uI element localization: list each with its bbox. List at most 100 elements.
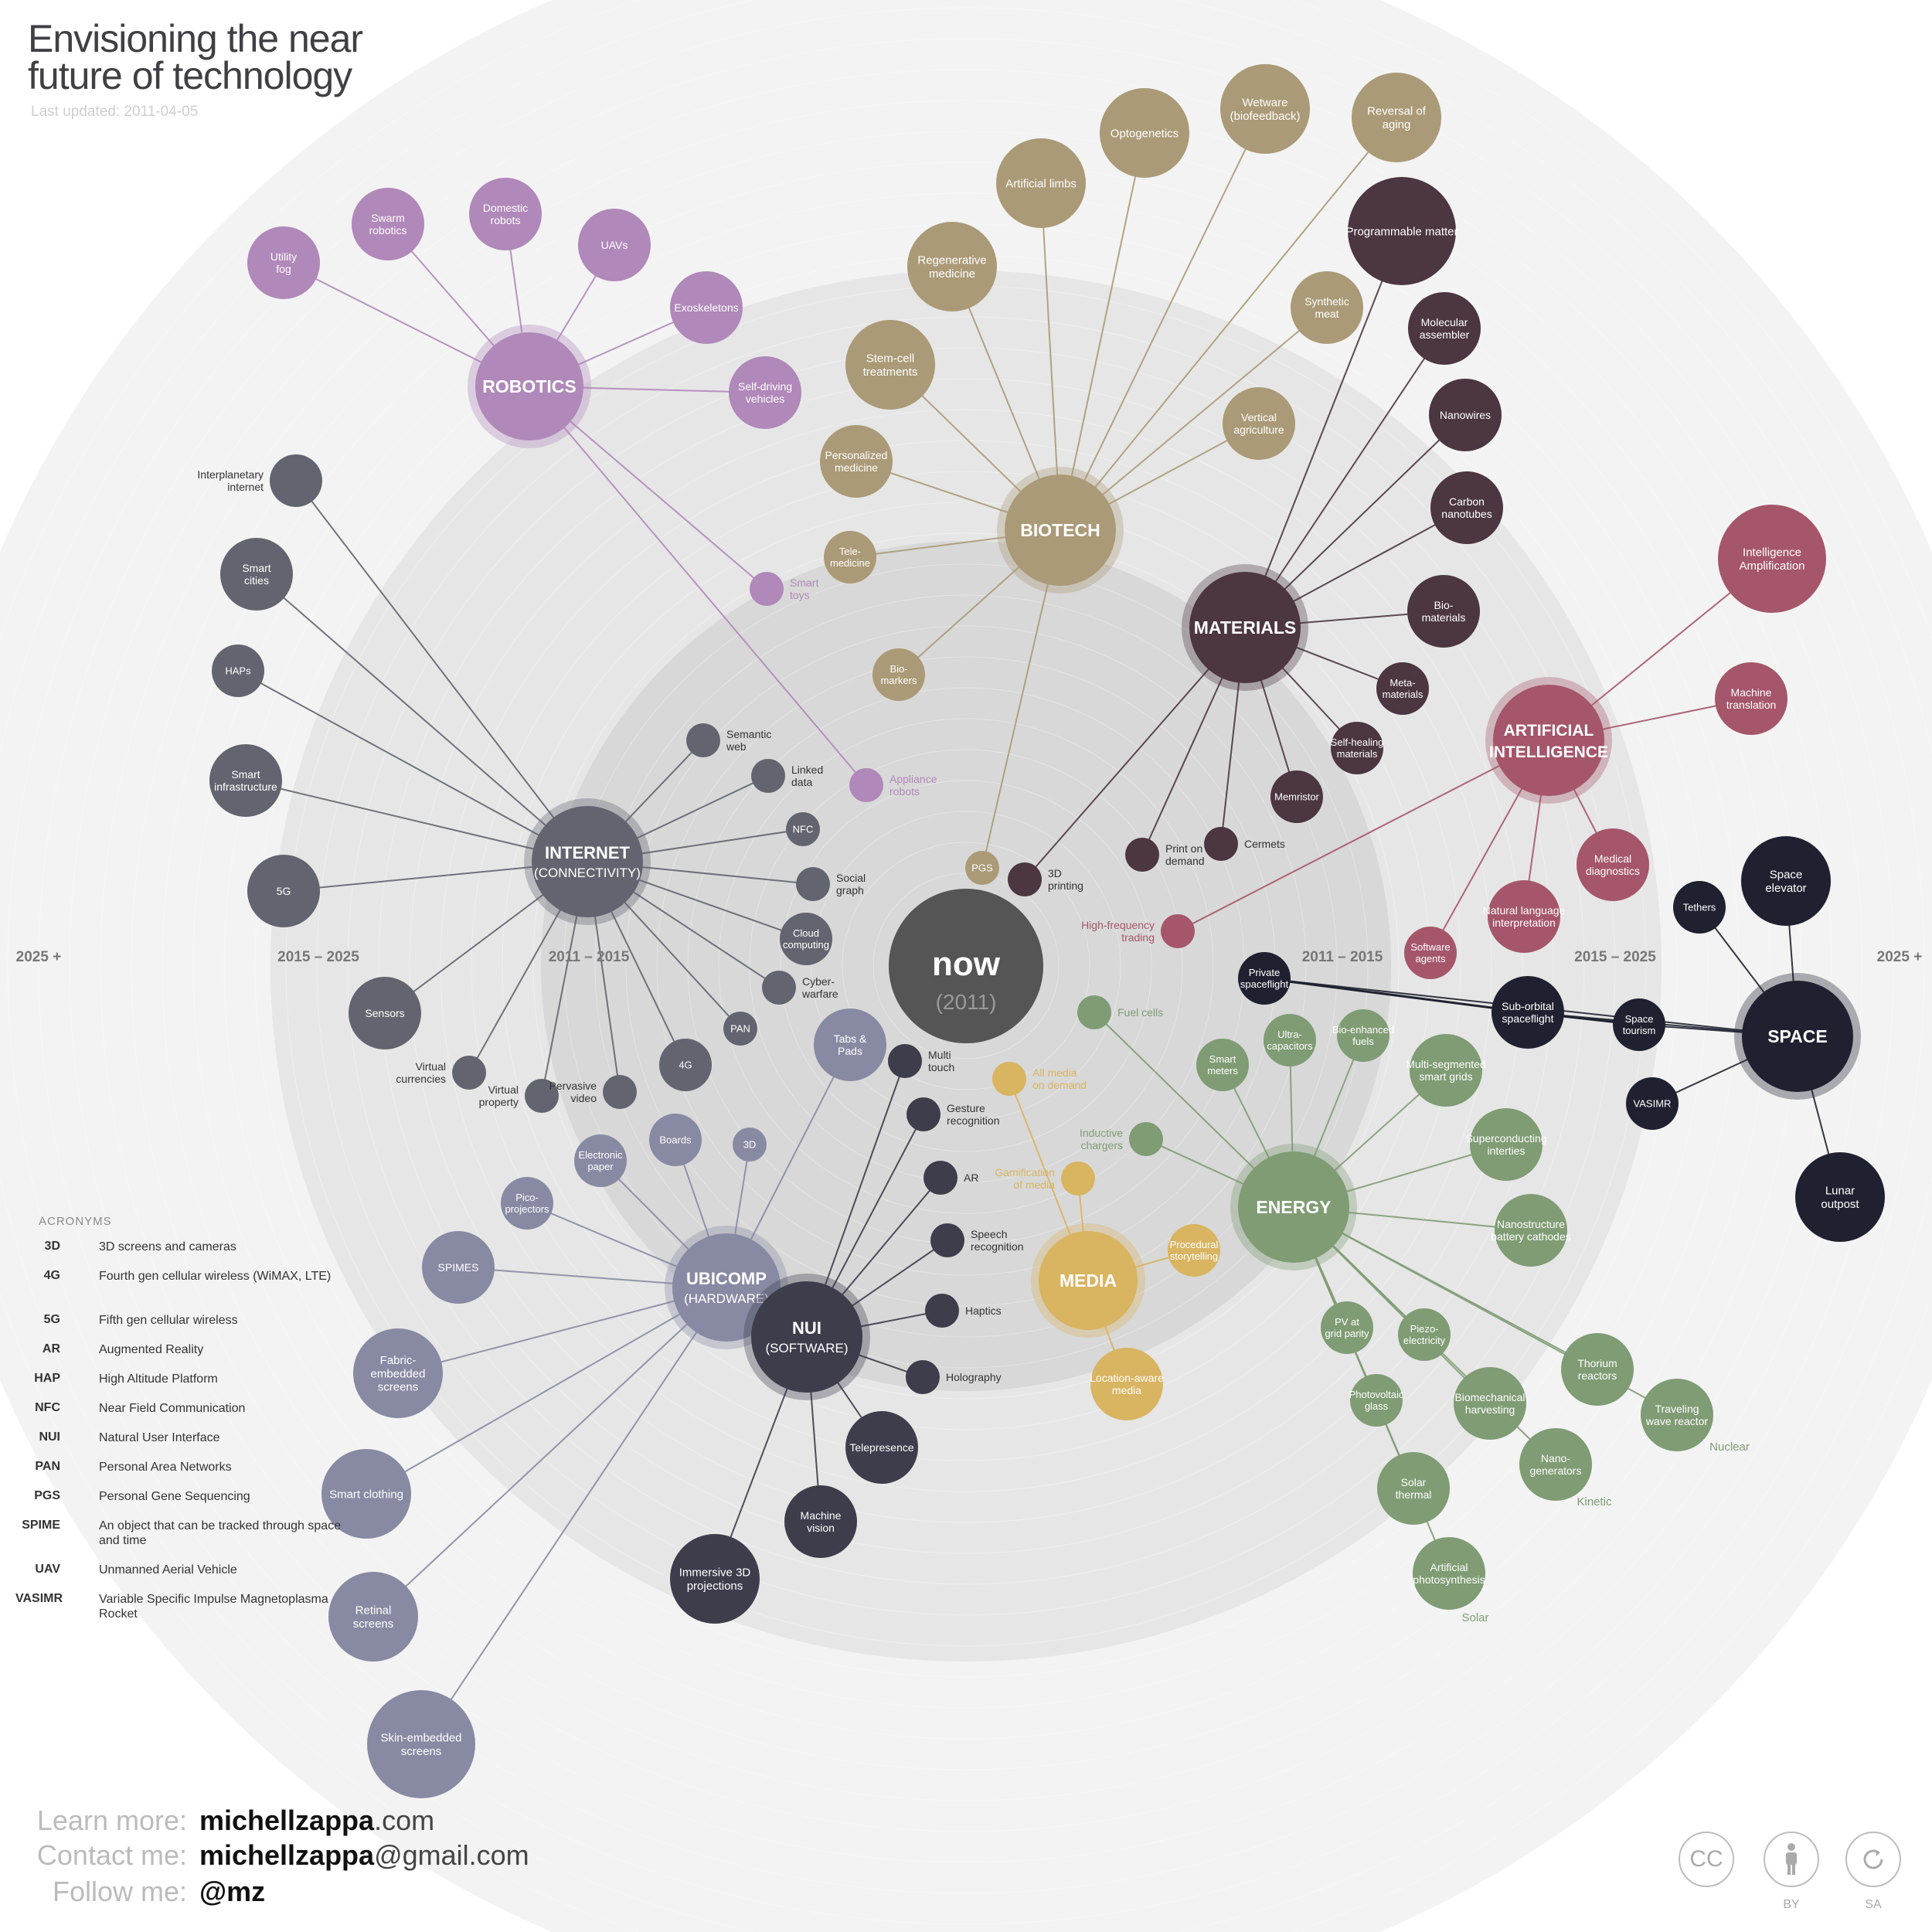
node-fabric-embedded-screens[interactable]: Fabric-embedded screens (353, 1328, 443, 1418)
node-3d-printing[interactable]: 3D printing (1008, 862, 1083, 896)
node-nanowires[interactable]: Nanowires (1429, 379, 1502, 451)
hub-energy[interactable]: ENERGY (1230, 1144, 1357, 1270)
hub-biotech[interactable]: BIOTECH (997, 467, 1124, 594)
node-inductive-chargers[interactable]: Inductive chargers (1080, 1122, 1163, 1156)
node-bio-markers[interactable]: Bio-markers (872, 648, 925, 701)
node-immersive-3d-projections[interactable]: Immersive 3D projections (670, 1534, 760, 1624)
node-swarm-robotics[interactable]: Swarm robotics (352, 188, 424, 260)
node-interplanetary-internet[interactable]: Interplanetary internet (197, 454, 322, 507)
node-nanostructure-battery-cathodes[interactable]: Nanostructure battery cathodes (1491, 1194, 1571, 1267)
node-regenerative-medicine[interactable]: Regenerative medicine (907, 222, 997, 311)
node-bio-materials[interactable]: Bio-materials (1407, 575, 1480, 648)
node-smart-cities[interactable]: Smart cities (220, 538, 293, 611)
node-pico-projectors[interactable]: Pico-projectors (501, 1177, 553, 1230)
node-procedural-storytelling[interactable]: Procedural storytelling (1168, 1224, 1220, 1277)
node-photovoltaic-glass[interactable]: Photovoltaic glass (1349, 1374, 1404, 1427)
share-alike-icon[interactable] (1845, 1832, 1901, 1887)
node-exoskeletons[interactable]: Exoskeletons (670, 271, 743, 344)
node-cloud-computing[interactable]: Cloud computing (780, 913, 832, 965)
node-5g[interactable]: 5G (247, 855, 320, 927)
node-ultra-capacitors[interactable]: Ultra-capacitors (1264, 1014, 1316, 1066)
node-intelligence-amplification[interactable]: Intelligence Amplification (1718, 505, 1826, 613)
node-appliance-robots[interactable]: Appliance robots (849, 768, 937, 802)
node-self-driving-vehicles[interactable]: Self-driving vehicles (729, 356, 801, 429)
node-nano-generators[interactable]: Nano-generators (1519, 1428, 1592, 1501)
hub-internet[interactable]: INTERNET (CONNECTIVITY) (524, 798, 651, 925)
node-cermets[interactable]: Cermets (1204, 827, 1285, 861)
node-memristor[interactable]: Memristor (1270, 770, 1323, 823)
node-electronic-paper[interactable]: Electronic paper (574, 1134, 627, 1187)
node-space-tourism[interactable]: Space tourism (1613, 998, 1665, 1051)
node-linked-data[interactable]: Linked data (751, 759, 823, 793)
node-biomechanical-harvesting[interactable]: Biomechanical harvesting (1454, 1367, 1526, 1440)
node-social-graph[interactable]: Social graph (796, 867, 866, 901)
node-programmable-matter[interactable]: Programmable matter (1345, 177, 1458, 285)
node-vasimr[interactable]: VASIMR (1626, 1077, 1679, 1130)
node-machine-translation[interactable]: Machine translation (1715, 662, 1787, 735)
node-tabs-pads[interactable]: Tabs & Pads (814, 1009, 886, 1081)
node-personalized-medicine[interactable]: Personalized medicine (820, 425, 893, 498)
node-optogenetics[interactable]: Optogenetics (1100, 88, 1189, 178)
node-haps[interactable]: HAPs (212, 645, 264, 697)
node-synthetic-meat[interactable]: Synthetic meat (1291, 271, 1363, 344)
node-3d[interactable]: 3D (733, 1128, 767, 1162)
node-4g[interactable]: 4G (659, 1039, 712, 1091)
node-medical-diagnostics[interactable]: Medical diagnostics (1577, 828, 1649, 901)
node-telepresence[interactable]: Telepresence (845, 1411, 918, 1484)
node-meta-materials[interactable]: Meta-materials (1376, 662, 1429, 715)
hub-robotics[interactable]: ROBOTICS (468, 325, 591, 448)
node-lunar-outpost[interactable]: Lunar outpost (1795, 1152, 1885, 1242)
node-sensors[interactable]: Sensors (349, 977, 421, 1049)
node-software-agents[interactable]: Software agents (1404, 927, 1457, 979)
node-all-media-on-demand[interactable]: All media on demand (992, 1062, 1087, 1096)
node-uavs[interactable]: UAVs (578, 209, 651, 281)
twitter-handle-link[interactable]: @mz (199, 1876, 266, 1907)
node-tethers[interactable]: Tethers (1673, 881, 1726, 934)
node-molecular-assembler[interactable]: Molecular assembler (1408, 292, 1481, 365)
node-vertical-agriculture[interactable]: Vertical agriculture (1223, 387, 1295, 460)
node-stem-cell-treatments[interactable]: Stem-cell treatments (845, 320, 935, 410)
node-print-on-demand[interactable]: Print on demand (1125, 838, 1205, 872)
node-high-frequency-trading[interactable]: High-frequency trading (1081, 914, 1195, 948)
node-carbon-nanotubes[interactable]: Carbon nanotubes (1430, 471, 1503, 544)
node-speech-recognition[interactable]: Speech recognition (930, 1223, 1024, 1257)
node-utility-fog[interactable]: Utility fog (247, 226, 320, 299)
node-pan[interactable]: PAN (723, 1012, 757, 1046)
node-piezo-electricity[interactable]: Piezo-electricity (1398, 1308, 1451, 1361)
node-skin-embedded-screens[interactable]: Skin-embedded screens (367, 1690, 475, 1798)
node-cyber-warfare[interactable]: Cyber-warfare (762, 971, 838, 1005)
node-pv-at-grid-parity[interactable]: PV at grid parity (1321, 1301, 1373, 1354)
node-smart-meters[interactable]: Smart meters (1196, 1039, 1249, 1091)
node-machine-vision[interactable]: Machine vision (784, 1485, 857, 1558)
hub-materials[interactable]: MATERIALS (1182, 564, 1308, 691)
hub-nui[interactable]: NUI (SOFTWARE) (743, 1274, 870, 1400)
node-semantic-web[interactable]: Semantic web (686, 723, 771, 757)
node-sub-orbital-spaceflight[interactable]: Sub-orbital spaceflight (1492, 976, 1564, 1049)
hub-space[interactable]: SPACE (1734, 973, 1861, 1100)
node-smart-infrastructure[interactable]: Smart infrastructure (209, 744, 282, 817)
hub-ai[interactable]: ARTIFICIAL INTELLIGENCE (1485, 677, 1612, 804)
node-superconducting-interties[interactable]: Superconducting interties (1465, 1108, 1547, 1181)
node-domestic-robots[interactable]: Domestic robots (469, 178, 542, 250)
node-haptics[interactable]: Haptics (925, 1294, 1002, 1328)
node-traveling-wave-reactor[interactable]: Traveling wave reactor (1641, 1379, 1713, 1451)
contact-email-link[interactable]: michellzappa@gmail.com (199, 1839, 529, 1871)
learn-more-link[interactable]: michellzappa.com (199, 1804, 435, 1836)
node-tele-medicine[interactable]: Tele-medicine (824, 531, 876, 583)
by-attribution-icon[interactable] (1764, 1832, 1819, 1887)
node-retinal-screens[interactable]: Retinal screens (328, 1572, 418, 1662)
node-artificial-photosynthesis[interactable]: Artificial photosynthesis (1413, 1537, 1485, 1610)
node-nfc[interactable]: NFC (786, 812, 820, 846)
node-gamification-of-media[interactable]: Gamification of media (995, 1162, 1095, 1196)
node-virtual-property[interactable]: Virtual property (479, 1079, 559, 1113)
node-spimes[interactable]: SPIMES (422, 1231, 495, 1304)
node-multi-touch[interactable]: Multi touch (888, 1044, 954, 1078)
node-pervasive-video[interactable]: Pervasive video (549, 1075, 637, 1109)
node-boards[interactable]: Boards (649, 1114, 702, 1166)
hub-media[interactable]: MEDIA (1031, 1223, 1145, 1338)
node-smart-clothing[interactable]: Smart clothing (321, 1449, 411, 1539)
node-reversal-of-aging[interactable]: Reversal of aging (1352, 73, 1441, 162)
node-holography[interactable]: Holography (906, 1360, 1002, 1394)
node-thorium-reactors[interactable]: Thorium reactors (1561, 1333, 1634, 1406)
node-natural-language-interpretation[interactable]: Natural language interpretation (1483, 880, 1566, 953)
